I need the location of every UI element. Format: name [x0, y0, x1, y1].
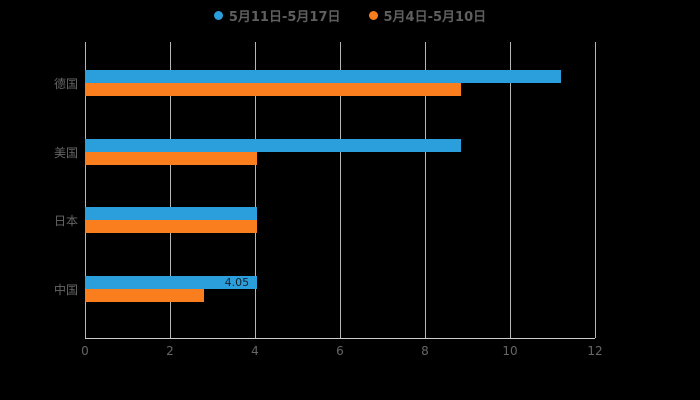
- legend-item-week2[interactable]: 5月11日-5月17日: [213, 6, 341, 25]
- category-label: 德国: [53, 77, 78, 91]
- x-tick-label: 2: [166, 344, 174, 358]
- category-label: 美国: [53, 145, 78, 160]
- gridline: [255, 42, 256, 338]
- gridline: [85, 42, 86, 338]
- legend-item-week1[interactable]: 5月4日-5月10日: [368, 6, 487, 25]
- x-tick-label: 8: [421, 344, 429, 358]
- bar-week1[interactable]: [85, 151, 258, 165]
- gridline: [595, 42, 596, 338]
- gridline: [340, 42, 341, 338]
- bar-week2[interactable]: [85, 138, 462, 152]
- bar-week1[interactable]: [85, 220, 258, 233]
- chart-legend: 5月11日-5月17日 5月4日-5月10日: [0, 6, 700, 25]
- gridline: [170, 42, 171, 338]
- x-tick-label: 0: [81, 344, 89, 358]
- x-tick-label: 6: [336, 344, 344, 358]
- bar-week2[interactable]: [85, 70, 561, 83]
- bar-week1[interactable]: [85, 288, 204, 302]
- x-tick-label: 10: [502, 344, 518, 358]
- category-label: 中国: [53, 282, 78, 297]
- gridline: [510, 42, 511, 338]
- legend-label-week1: 5月4日-5月10日: [383, 10, 487, 25]
- bar-week2[interactable]: [85, 275, 258, 289]
- x-tick-label: 4: [251, 344, 259, 358]
- x-axis-line: [85, 338, 595, 339]
- legend-dot-week2-icon: [213, 11, 223, 20]
- category-label: 日本: [53, 214, 78, 228]
- x-tick-label: 12: [587, 344, 603, 358]
- bar-week1[interactable]: [85, 83, 462, 96]
- bar-value-label: 4.05: [224, 275, 250, 289]
- legend-label-week2: 5月11日-5月17日: [228, 10, 341, 25]
- gridline: [425, 42, 426, 338]
- bar-week2[interactable]: [85, 207, 258, 220]
- legend-dot-week1-icon: [368, 11, 378, 20]
